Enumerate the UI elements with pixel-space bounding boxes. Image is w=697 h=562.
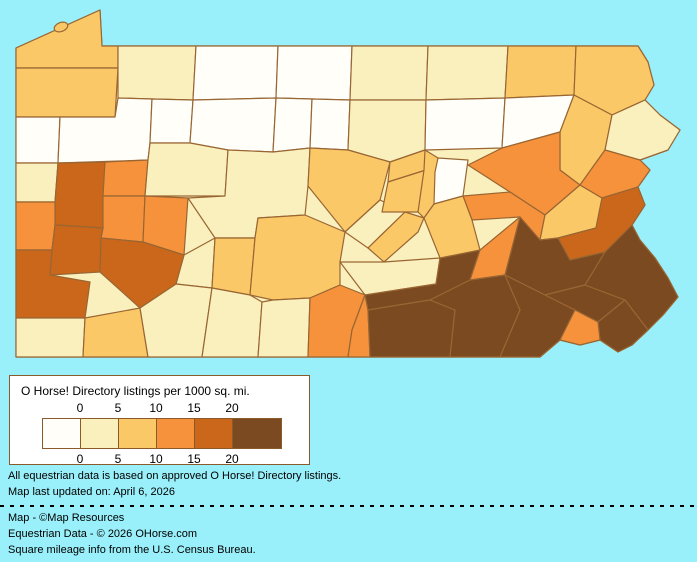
legend-tick-label: 20: [225, 452, 239, 466]
county-greene: [15, 317, 86, 358]
county-erie: [15, 9, 119, 69]
county-sullivan: [424, 97, 506, 151]
legend-ticks-bottom: 0 5 10 15 20: [10, 452, 309, 466]
county-bradford: [425, 45, 509, 101]
legend-swatch-2: [119, 419, 157, 448]
legend-tick-label: 5: [114, 401, 122, 415]
county-beaver: [15, 201, 56, 251]
legend-tick-label: 15: [187, 401, 201, 415]
county-jefferson: [144, 142, 229, 197]
legend-color-ramp: [42, 418, 282, 449]
county-cameron: [272, 97, 313, 153]
county-warren: [117, 45, 197, 101]
county-susquehanna: [504, 45, 577, 99]
legend-tick-label: 10: [149, 401, 163, 415]
credit-square-mileage: Square mileage info from the U.S. Census…: [8, 544, 256, 556]
county-lawrence: [15, 162, 59, 203]
county-potter: [275, 45, 353, 101]
pennsylvania-choropleth-map: [15, 9, 681, 358]
county-york: [367, 299, 456, 358]
legend-swatch-1: [81, 419, 119, 448]
legend-tick-label: 0: [76, 401, 84, 415]
dashed-separator: [0, 505, 697, 507]
county-lycoming: [347, 99, 427, 163]
county-crawford: [15, 67, 119, 118]
legend-title: O Horse! Directory listings per 1000 sq.…: [21, 384, 250, 398]
legend-tick-label: 15: [187, 452, 201, 466]
legend-tick-label: 0: [76, 452, 84, 466]
presque-isle: [53, 21, 69, 33]
legend-swatch-5: [233, 419, 281, 448]
county-armstrong: [100, 195, 146, 243]
county-juniata: [367, 211, 425, 263]
county-elk: [189, 97, 277, 153]
pennsylvania-map-svg: [15, 9, 681, 358]
legend-box: O Horse! Directory listings per 1000 sq.…: [9, 375, 310, 466]
county-mckean: [192, 45, 279, 101]
note-data-source: All equestrian data is based on approved…: [8, 470, 342, 482]
county-blair: [211, 237, 256, 296]
legend-ticks-top: 0 5 10 15 20: [10, 401, 309, 415]
county-tioga: [349, 45, 429, 101]
county-bedford: [201, 287, 263, 358]
credit-equestrian-data: Equestrian Data - © 2026 OHorse.com: [8, 528, 198, 540]
county-clarion: [102, 159, 149, 197]
credit-map: Map - ©Map Resources: [8, 512, 125, 524]
legend-swatch-3: [157, 419, 195, 448]
county-fulton: [257, 297, 311, 358]
county-clinton: [309, 98, 351, 151]
county-mercer: [15, 116, 61, 164]
legend-tick-label: 5: [114, 452, 122, 466]
county-delaware: [559, 309, 601, 346]
legend-swatch-4: [195, 419, 233, 448]
county-forest: [149, 98, 194, 144]
county-allegheny: [49, 224, 104, 276]
county-butler: [54, 161, 106, 229]
county-huntingdon: [249, 214, 346, 301]
note-last-updated: Map last updated on: April 6, 2026: [8, 486, 175, 498]
legend-tick-label: 10: [149, 452, 163, 466]
legend-swatch-0: [43, 419, 81, 448]
legend-tick-label: 20: [225, 401, 239, 415]
